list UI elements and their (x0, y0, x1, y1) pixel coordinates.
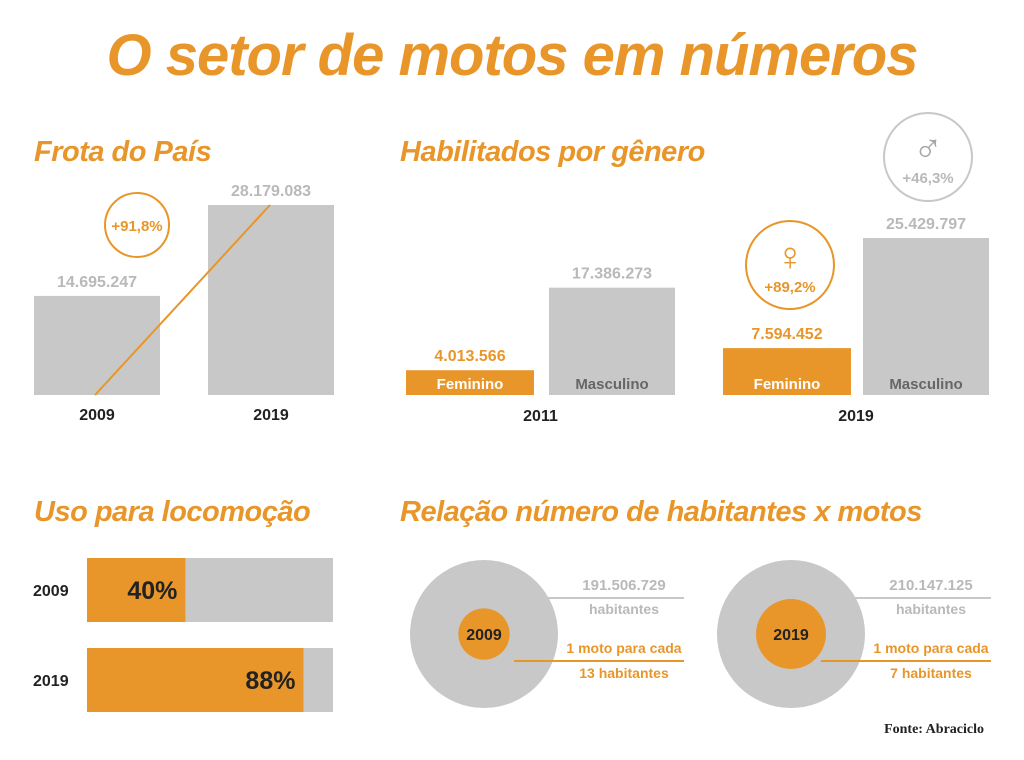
habilitados-year-label-2011: 2011 (523, 408, 558, 425)
frota-growth-label: +91,8% (111, 218, 162, 235)
habilitados-bar-label-feminino-2019: Feminino (754, 376, 821, 393)
frota-growth-badge (104, 192, 170, 258)
motos-circle-2009 (458, 608, 510, 660)
habilitados-value-label-feminino-2019: 7.594.452 (751, 326, 822, 343)
habilitados-value-label-feminino-2011: 4.013.566 (434, 348, 505, 365)
male-symbol-icon: ♂ (913, 127, 943, 171)
ratio-line1-2009: 1 moto para cada (566, 640, 681, 656)
habilitados-bar-masculino-2019 (863, 238, 989, 395)
habilitados-value-label-masculino-2019: 25.429.797 (886, 216, 966, 233)
habilitados-year-label-2019: 2019 (838, 408, 874, 425)
habilitados-bar-label-masculino-2019: Masculino (889, 376, 962, 393)
ratio-line2-2019: 7 habitantes (890, 665, 972, 681)
uso-year-label-2009: 2009 (33, 583, 69, 600)
male-growth-badge (883, 112, 973, 202)
section-title-uso: Uso para locomoção (34, 496, 311, 528)
uso-year-label-2019: 2019 (33, 673, 69, 690)
habilitados-bar-feminino-2011 (406, 370, 534, 395)
uso-value-label-2009: 40% (127, 577, 177, 605)
female-growth-label: +89,2% (764, 279, 815, 296)
population-label-2009: habitantes (589, 601, 659, 617)
frota-year-label-2019: 2019 (253, 407, 289, 424)
population-value-2009: 191.506.729 (582, 577, 665, 594)
female-growth-badge (745, 220, 835, 310)
source-credit: Fonte: Abraciclo (884, 722, 984, 737)
frota-bar-2009 (34, 295, 160, 395)
female-symbol-icon: ♀ (775, 235, 805, 279)
habilitados-bar-label-feminino-2011: Feminino (437, 376, 504, 393)
frota-bar-2019 (208, 205, 334, 395)
habilitados-bar-masculino-2011 (549, 287, 675, 395)
page-title: O setor de motos em números (106, 23, 919, 88)
frota-value-label-2009: 14.695.247 (57, 274, 137, 291)
section-title-frota: Frota do País (34, 136, 212, 168)
ratio-line2-2009: 13 habitantes (579, 665, 669, 681)
relacao-year-label-2009: 2009 (466, 627, 502, 644)
section-title-relacao: Relação número de habitantes x motos (400, 496, 922, 528)
population-label-2019: habitantes (896, 601, 966, 617)
habilitados-bar-label-masculino-2011: Masculino (575, 376, 648, 393)
motos-circle-2019 (756, 599, 826, 669)
relacao-year-label-2019: 2019 (773, 627, 809, 644)
habilitados-value-label-masculino-2011: 17.386.273 (572, 266, 652, 283)
section-title-habilitados: Habilitados por gênero (400, 136, 705, 168)
uso-bar-fill-2009 (87, 558, 186, 622)
frota-year-label-2009: 2009 (79, 407, 115, 424)
frota-growth-line (94, 204, 271, 396)
ratio-line1-2019: 1 moto para cada (873, 640, 988, 656)
population-value-2019: 210.147.125 (889, 577, 972, 594)
male-growth-label: +46,3% (902, 170, 953, 187)
habilitados-bar-feminino-2019 (723, 348, 851, 395)
uso-value-label-2019: 88% (245, 667, 295, 695)
frota-value-label-2019: 28.179.083 (231, 183, 311, 200)
uso-bar-fill-2019 (87, 648, 304, 712)
